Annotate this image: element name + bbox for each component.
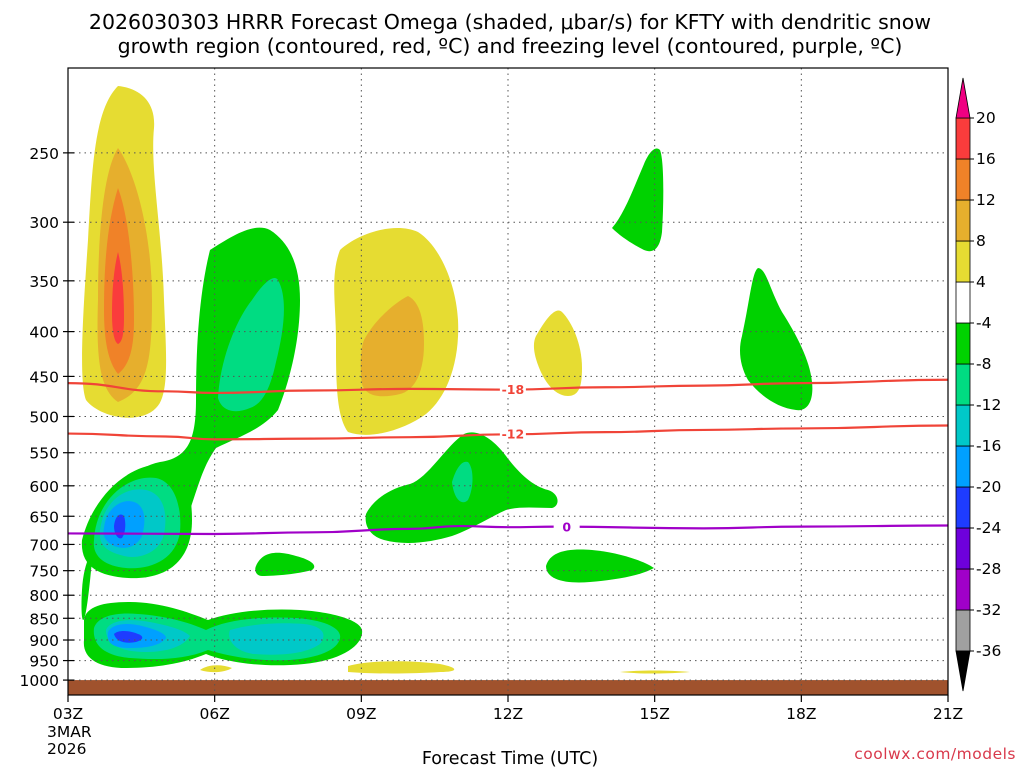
colorbar-band--12	[955, 404, 971, 447]
x-tick-label-12Z: 12Z	[493, 705, 523, 723]
colorbar-band-12	[955, 199, 971, 242]
omega-positive-surface-15z	[620, 670, 690, 674]
omega-negative-780mb-14z	[546, 549, 654, 583]
x-axis-title: Forecast Time (UTC)	[422, 749, 598, 768]
chart-title-line-1: 2026030303 HRRR Forecast Omega (shaded, …	[89, 10, 931, 34]
colorbar-label--8: -8	[976, 355, 991, 373]
colorbar-label--4: -4	[976, 314, 991, 332]
colorbar-band--32	[955, 609, 971, 652]
date-label-day: 3MAR	[47, 723, 92, 741]
colorbar-band--4	[955, 322, 971, 365]
colorbar-label--16: -16	[976, 437, 1001, 455]
y-tick-label-700: 700	[29, 536, 59, 554]
colorbar-band--24	[955, 527, 971, 570]
colorbar-label--36: -36	[976, 642, 1001, 660]
y-tick-label-900: 900	[29, 632, 59, 650]
y-tick-label-750: 750	[29, 563, 59, 581]
y-tick-label-800: 800	[29, 587, 59, 605]
colorbar-label-12: 12	[976, 191, 996, 209]
x-tick-label-03Z: 03Z	[53, 705, 83, 723]
y-axis: 250 300 350 400 450 500 550 600 650 700 750 800 850 9…	[20, 145, 74, 690]
credit-text: coolwx.com/models	[854, 745, 1016, 763]
omega-negative-600mb-11z-inner	[452, 461, 473, 503]
y-tick-label-350: 350	[29, 273, 59, 291]
colorbar-label--20: -20	[976, 478, 1001, 496]
contour-dendritic-top	[67, 378, 949, 395]
colorbar-label--32: -32	[976, 601, 1001, 619]
colorbar-band-16	[955, 158, 971, 201]
omega-negative-column-06z-inner	[218, 278, 284, 412]
x-tick-label-09Z: 09Z	[346, 705, 376, 723]
omega-positive-surface-0530z	[200, 665, 232, 673]
contour-label-freezing-level: 0	[562, 519, 571, 534]
y-tick-label-500: 500	[29, 408, 59, 426]
x-tick-label-21Z: 21Z	[933, 705, 963, 723]
omega-negative-900mb-l3b	[229, 623, 324, 655]
y-tick-label-300: 300	[29, 214, 59, 232]
colorbar-label-4: 4	[976, 273, 986, 291]
omega-negative-700mb-core	[114, 514, 126, 539]
colorbar-band--8	[955, 363, 971, 406]
y-tick-label-450: 450	[29, 368, 59, 386]
date-label-year: 2026	[47, 740, 86, 758]
colorbar-label--12: -12	[976, 396, 1001, 414]
colorbar-band-8	[955, 240, 971, 283]
contour-label-dendritic-top: -18	[502, 382, 525, 397]
temperature-contours: -18 -12 0	[67, 378, 949, 536]
contour-dendritic-bottom	[67, 424, 949, 441]
colorbar: -36 -32 -28 -24 -20 -16 -12 -8 -4 4 8 12 16 20	[955, 77, 1001, 692]
x-tick-label-06Z: 06Z	[199, 705, 229, 723]
colorbar-label--28: -28	[976, 560, 1001, 578]
omega-positive-plume-10z-inner	[360, 296, 424, 397]
chart-title-line-2: growth region (contoured, red, ºC) and f…	[118, 34, 903, 58]
x-axis: 03Z 06Z 09Z 12Z 15Z 18Z 21Z	[53, 695, 963, 723]
colorbar-band-4	[955, 281, 971, 324]
x-tick-label-18Z: 18Z	[786, 705, 816, 723]
y-tick-label-550: 550	[29, 445, 59, 463]
y-tick-label-600: 600	[29, 478, 59, 496]
colorbar-max-arrow	[955, 77, 971, 119]
x-tick-label-15Z: 15Z	[639, 705, 669, 723]
contour-freezing-level	[67, 524, 949, 536]
omega-positive-surface-09z	[348, 661, 455, 674]
y-tick-label-650: 650	[29, 508, 59, 526]
y-tick-label-850: 850	[29, 610, 59, 628]
colorbar-band-20	[955, 117, 971, 160]
omega-negative-275mb-15z	[612, 148, 664, 252]
colorbar-band--28	[955, 568, 971, 611]
colorbar-label-16: 16	[976, 150, 996, 168]
contour-label-bg-dendritic-top	[499, 381, 526, 397]
colorbar-band--16	[955, 445, 971, 488]
y-tick-label-400: 400	[29, 324, 59, 342]
y-tick-label-950: 950	[29, 653, 59, 671]
colorbar-label-8: 8	[976, 232, 986, 250]
colorbar-min-arrow	[955, 650, 971, 692]
omega-positive-plume-0312z-max	[112, 252, 124, 344]
omega-negative-420mb-17z	[740, 268, 813, 411]
contour-label-bg-freezing-level	[553, 518, 580, 534]
colorbar-band--20	[955, 486, 971, 529]
colorbar-label-20: 20	[976, 109, 996, 127]
y-tick-label-250: 250	[29, 145, 59, 163]
y-tick-label-1000: 1000	[20, 672, 59, 690]
terrain-below-ground	[68, 680, 948, 695]
contour-label-dendritic-bottom: -12	[502, 427, 525, 442]
colorbar-label--24: -24	[976, 519, 1001, 537]
contour-label-bg-dendritic-bottom	[499, 426, 526, 442]
